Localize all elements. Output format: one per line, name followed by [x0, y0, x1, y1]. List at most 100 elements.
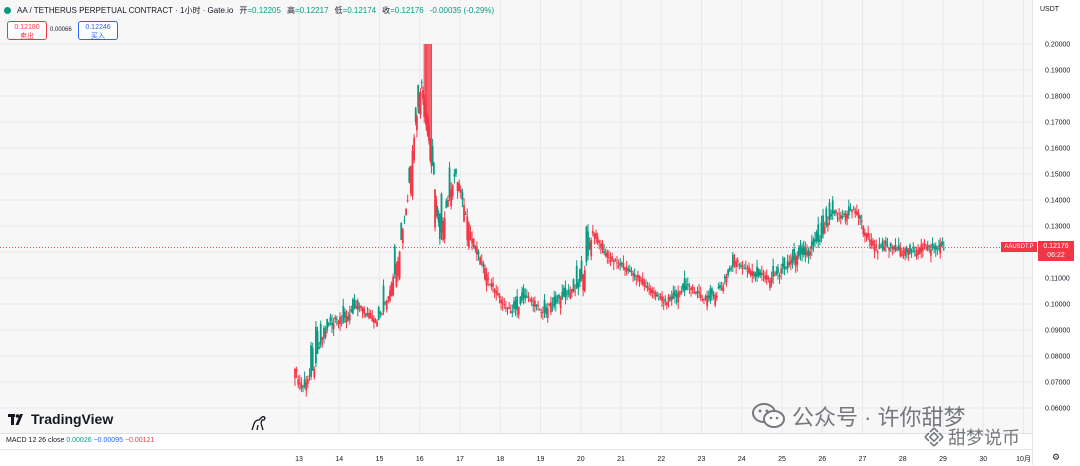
candle-body	[533, 300, 536, 307]
candle-body	[417, 85, 420, 108]
wechat-icon	[752, 403, 785, 428]
candle-body	[892, 246, 895, 250]
candle-body	[707, 295, 710, 298]
candle-body	[321, 337, 324, 340]
open-label: 开	[239, 6, 248, 15]
grid-lines	[0, 0, 1032, 433]
tradingview-logo-icon	[8, 413, 23, 425]
candle-body	[524, 295, 527, 299]
candle-body	[479, 257, 482, 265]
candle-body	[603, 250, 605, 254]
candle-body	[714, 294, 717, 306]
candle-body	[934, 245, 937, 250]
candle-body	[933, 246, 936, 249]
price-chart[interactable]	[0, 0, 1032, 433]
candle-body	[657, 297, 660, 299]
candle-body	[875, 244, 878, 248]
sell-price: 0.12180	[14, 24, 40, 31]
candle-body	[674, 290, 676, 296]
buy-button[interactable]: 0.12246 买入	[78, 21, 118, 40]
candle-body	[540, 312, 543, 314]
price-tick-label: 0.16000	[1045, 146, 1070, 153]
candle-body	[335, 319, 338, 321]
candle-body	[358, 306, 361, 308]
candle-body	[693, 291, 696, 294]
candle-body	[535, 304, 538, 307]
candle-body	[791, 256, 794, 263]
candle-body	[484, 267, 486, 280]
sell-button[interactable]: 0.12180 卖出	[7, 21, 47, 40]
candle-body	[503, 304, 506, 305]
candle-body	[728, 268, 731, 271]
candle-body	[438, 213, 441, 239]
candle-body	[548, 303, 551, 306]
low-label: 低	[334, 6, 343, 15]
candle-body	[447, 200, 449, 207]
candle-body	[311, 347, 314, 370]
candle-body	[308, 375, 311, 377]
candle-body	[682, 283, 684, 290]
candle-body	[788, 262, 791, 265]
candle-body	[910, 249, 913, 253]
settings-gear-icon[interactable]: ⚙	[1052, 452, 1061, 462]
candle-body	[545, 307, 548, 314]
candle-body	[722, 285, 725, 292]
candle-body	[611, 256, 614, 261]
candle-body	[516, 296, 519, 311]
candle-body	[854, 210, 857, 214]
macd-pane[interactable]	[0, 433, 1032, 450]
currency-label[interactable]: USDT	[1040, 6, 1060, 13]
candle-body	[521, 292, 523, 301]
time-axis[interactable]: 13 14 15 16 17 18 19 20 21 22 23 24 25 26 27 28 29 30 10月	[0, 449, 1032, 466]
symbol-header: AA / TETHERUS PERPETUAL CONTRACT · 1小时 ·…	[4, 5, 494, 16]
candle-body	[580, 260, 583, 280]
candle-body	[909, 245, 911, 254]
candle-body	[488, 283, 491, 285]
candle-body	[907, 249, 910, 256]
candle-body	[302, 386, 304, 388]
candle-body	[294, 369, 296, 379]
candle-body	[546, 307, 549, 318]
time-tick-label: 27	[859, 456, 867, 463]
candle-body	[897, 245, 900, 250]
symbol-title[interactable]: AA / TETHERUS PERPETUAL CONTRACT · 1小时 ·…	[17, 6, 234, 15]
candle-body	[315, 326, 317, 364]
candle-body	[500, 299, 502, 304]
candle-body	[667, 296, 670, 302]
tradingview-logo[interactable]: TradingView	[8, 411, 113, 427]
price-axis[interactable]: 0.20000 0.19000 0.18000 0.17000 0.16000 0.150…	[1032, 0, 1080, 465]
macd-legend[interactable]: MACD 12 26 close 0.00026 −0.00095 −0.001…	[6, 437, 154, 444]
candle-body	[917, 249, 919, 255]
chart-area[interactable]	[0, 0, 1032, 433]
candle-body	[786, 261, 789, 269]
candle-body	[723, 276, 726, 279]
dino-icon	[251, 416, 266, 431]
candle-body	[847, 206, 850, 216]
candle-body	[598, 241, 601, 243]
time-tick-label: 16	[416, 456, 424, 463]
candle-body	[760, 272, 763, 276]
candle-body	[432, 162, 435, 174]
candle-body	[369, 313, 372, 318]
candle-body	[884, 240, 887, 246]
candle-body	[527, 296, 530, 299]
last-price-value: 0.12176	[1043, 243, 1069, 250]
candle-body	[891, 246, 894, 249]
candle-body	[923, 243, 926, 247]
time-tick-label: 29	[939, 456, 947, 463]
candle-body	[554, 295, 557, 304]
candle-body	[905, 247, 908, 252]
candle-body	[588, 242, 591, 249]
candle-body	[835, 210, 837, 214]
candle-body	[418, 94, 421, 113]
candle-body	[566, 293, 568, 295]
candle-body	[559, 298, 562, 309]
candle-body	[699, 293, 702, 298]
watermark-text-1: 公众号 · 许你甜梦	[792, 405, 966, 430]
candle-body	[709, 288, 712, 301]
candle-body	[329, 316, 332, 322]
candle-body	[591, 231, 594, 234]
candle-body	[844, 213, 847, 222]
candle-body	[513, 301, 515, 309]
candle-body	[350, 309, 353, 312]
